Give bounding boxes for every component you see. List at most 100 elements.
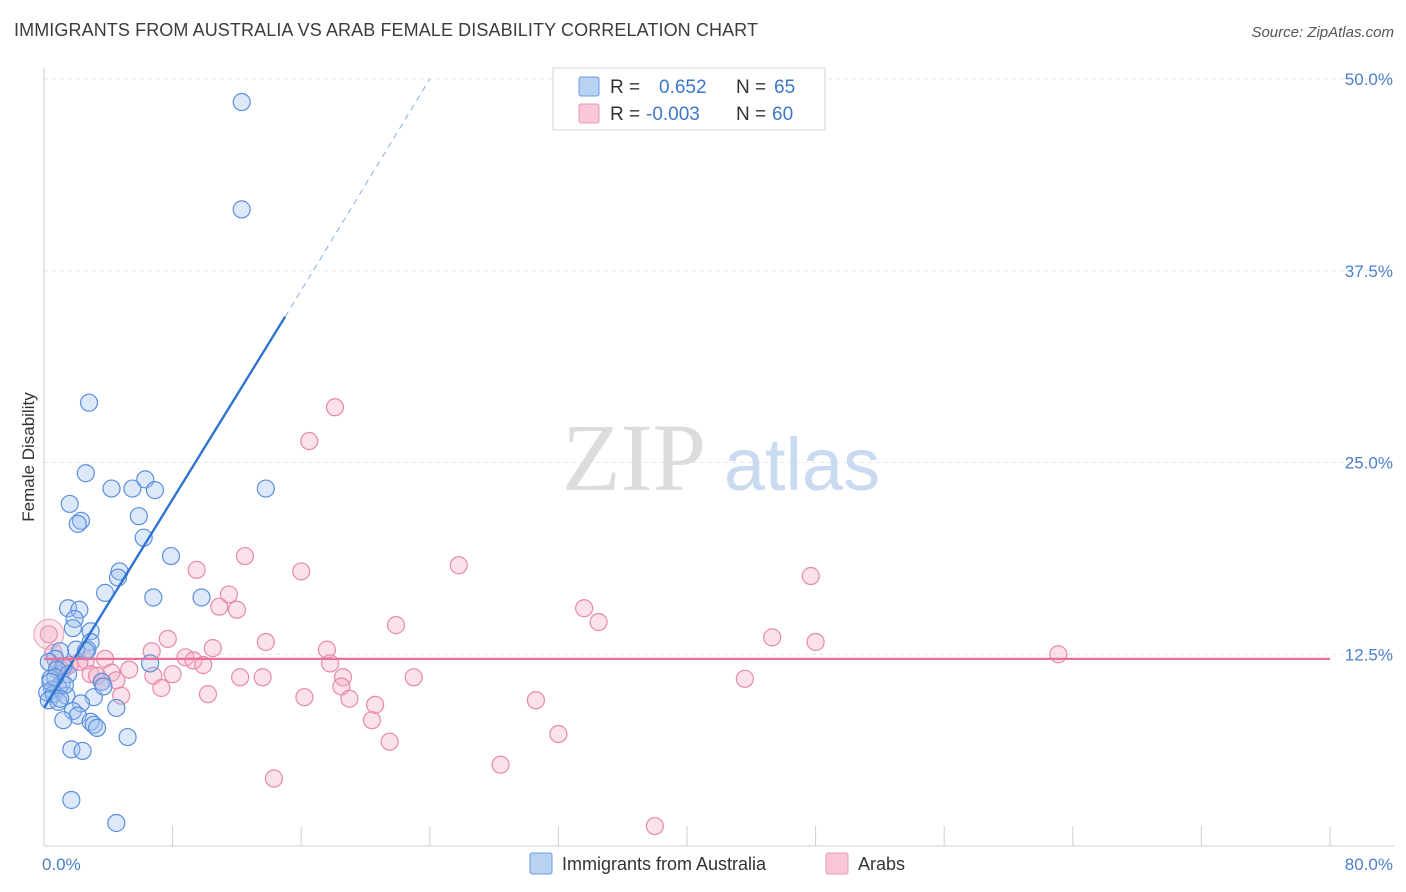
arabs-point-38 [333, 668, 353, 687]
legend-n-label-1: N = [736, 77, 766, 98]
australia-point-4 [102, 479, 121, 498]
australia-point-1 [232, 200, 251, 219]
arabs-point-33 [87, 666, 107, 685]
chart-source: Source: ZipAtlas.com [1251, 24, 1394, 41]
watermark-zip: ZIP [562, 404, 706, 511]
australia-point-14 [161, 546, 181, 566]
bottom-legend-label-blue: Immigrants from Australia [562, 854, 767, 874]
arabs-point-4 [801, 566, 820, 586]
arabs-point-39 [404, 668, 423, 687]
bottom-legend-swatch-pink [825, 852, 849, 875]
bottom-legend: Immigrants from Australia Arabs [529, 852, 905, 875]
y-tick-label-3: 50.0% [1345, 70, 1393, 89]
australia-point-58 [107, 813, 126, 833]
x-tick-label-max: 80.0% [1345, 855, 1393, 874]
arabs-point-22 [184, 651, 203, 670]
arabs-point-5 [187, 560, 206, 579]
australia-point-8 [256, 479, 275, 498]
arabs-point-2 [235, 546, 255, 566]
legend-r-label-1: R = [610, 77, 640, 98]
arabs-point-37 [253, 668, 272, 687]
arabs-point-54 [491, 755, 510, 774]
legend-r-value-1: 0.652 [659, 77, 707, 98]
arabs-point-15 [158, 629, 177, 649]
arabs-point-53 [380, 732, 399, 751]
bottom-legend-swatch-blue [529, 852, 553, 875]
arabs-point-40 [735, 669, 754, 688]
legend-n-value-2: 60 [772, 104, 793, 125]
series-immigrants-from-australia [38, 92, 275, 833]
trend-lines [42, 78, 1330, 709]
australia-point-45 [49, 692, 68, 711]
arabs-point-55 [264, 769, 283, 788]
arabs-point-16 [256, 632, 275, 652]
arabs-point-7 [219, 585, 238, 604]
arabs-point-11 [589, 612, 608, 632]
australia-point-9 [60, 494, 79, 514]
y-tick-label-0: 12.5% [1345, 645, 1393, 664]
trend-line-australia [42, 316, 287, 709]
arabs-point-8 [210, 597, 229, 616]
australia-point-50 [54, 711, 73, 730]
australia-point-31 [140, 654, 160, 673]
arabs-point-large [33, 618, 65, 650]
arabs-point-46 [295, 688, 314, 707]
y-axis-title: Female Disability [19, 392, 38, 522]
australia-point-57 [62, 790, 81, 810]
arabs-point-13 [763, 628, 782, 647]
bottom-legend-label-pink: Arabs [858, 854, 905, 874]
y-tick-labels: 12.5% 25.0% 37.5% 50.0% [1345, 70, 1393, 664]
australia-point-10 [71, 511, 91, 530]
australia-point-3 [76, 464, 95, 483]
arabs-point-51 [362, 711, 382, 730]
series-arabs [33, 398, 1068, 836]
x-tick-label-min: 0.0% [42, 855, 81, 874]
australia-point-47 [107, 698, 126, 718]
arabs-point-57 [39, 625, 58, 644]
australia-point-11 [68, 514, 87, 533]
arabs-point-26 [194, 655, 213, 675]
trend-line-australia-extension [284, 78, 431, 318]
axes [43, 68, 1394, 847]
arabs-point-50 [366, 695, 385, 714]
arabs-point-45 [198, 685, 218, 704]
arabs-point-10 [575, 599, 594, 618]
legend-swatch-blue [578, 76, 600, 97]
arabs-point-25 [321, 654, 340, 673]
arabs-point-20 [1049, 645, 1068, 664]
arabs-point-34 [163, 665, 182, 684]
australia-point-18 [144, 588, 163, 607]
australia-point-61 [94, 677, 113, 696]
arabs-point-9 [227, 600, 246, 619]
arabs-point-1 [300, 431, 319, 451]
australia-point-54 [118, 727, 137, 747]
australia-point-22 [65, 609, 84, 629]
legend-r-label-2: R = [610, 104, 640, 125]
chart-title: IMMIGRANTS FROM AUSTRALIA VS ARAB FEMALE… [14, 20, 759, 40]
y-tick-label-1: 25.0% [1345, 454, 1393, 473]
arabs-point-3 [449, 556, 468, 575]
arabs-point-12 [386, 616, 406, 635]
y-tick-label-2: 37.5% [1345, 262, 1393, 281]
legend-box: R = 0.652 N = 65 R = -0.003 N = 60 [552, 67, 826, 131]
australia-point-53 [87, 718, 107, 737]
australia-point-12 [129, 507, 148, 526]
australia-point-23 [63, 619, 83, 638]
australia-point-19 [192, 588, 211, 607]
arabs-point-0 [325, 398, 345, 417]
arabs-point-6 [292, 562, 311, 581]
watermark: ZIP atlas [562, 404, 880, 511]
arabs-point-52 [549, 724, 568, 744]
australia-point-21 [70, 600, 89, 619]
legend-n-label-2: N = [736, 104, 766, 125]
arabs-point-30 [120, 660, 139, 679]
australia-point-5 [123, 479, 142, 498]
arabs-point-36 [231, 668, 250, 687]
legend-n-value-1: 65 [774, 77, 795, 98]
arabs-point-56 [645, 816, 664, 836]
australia-point-0 [232, 92, 251, 112]
australia-point-52 [84, 715, 103, 734]
legend-r-value-2: -0.003 [646, 104, 700, 125]
gridlines [44, 78, 1394, 655]
